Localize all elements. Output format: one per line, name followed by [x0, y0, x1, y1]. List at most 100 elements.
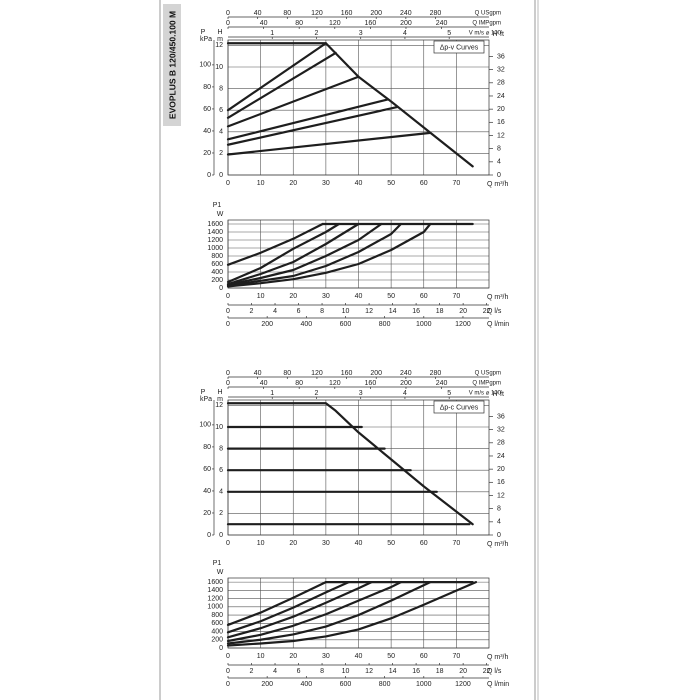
y-tick-label: 1600: [207, 579, 223, 586]
y3-axis-label: P: [201, 29, 206, 36]
x-tick-label: 40: [355, 540, 363, 547]
y2-tick-label: 20: [497, 106, 505, 113]
plot-frame: [227, 39, 490, 176]
y2-tick-label: 32: [497, 426, 505, 433]
y2-tick-label: 36: [497, 413, 505, 420]
curve: [226, 581, 327, 627]
top-axis-tick-label: 160: [365, 20, 377, 27]
top-axis-tick-label: 240: [400, 10, 412, 17]
y2-axis-label: H: [492, 391, 497, 398]
top-axis-tick-label: 4: [403, 390, 407, 397]
x-tick-label: 30: [322, 293, 330, 300]
bottom-axis-tick-label: 1000: [416, 681, 432, 688]
y2-axis-unit: ft: [500, 391, 504, 398]
y3-tick-label: 20: [203, 150, 211, 157]
y-tick-label: 200: [211, 637, 223, 644]
top-axis-tick-label: 160: [341, 10, 353, 17]
x-tick-label: 10: [257, 540, 265, 547]
curve: [226, 131, 432, 156]
x-tick-label: 60: [420, 180, 428, 187]
y2-tick-label: 24: [497, 453, 505, 460]
y2-tick-label: 20: [497, 466, 505, 473]
top-axis-tick-label: 40: [254, 10, 262, 17]
y3-tick-label: 40: [203, 128, 211, 135]
y-axis-unit: W: [217, 211, 224, 218]
y-tick-label: 4: [219, 129, 223, 136]
y-tick-label: 8: [219, 445, 223, 452]
top-axis-tick-label: 2: [315, 30, 319, 37]
legend-box: [433, 400, 485, 414]
curve: [226, 222, 432, 288]
x-tick-label: 40: [355, 653, 363, 660]
y2-tick-label: 24: [497, 93, 505, 100]
top-axis-label: Q USgpm: [475, 371, 501, 377]
bottom-axis-label: Q l/s: [487, 668, 502, 675]
y-tick-label: 6: [219, 467, 223, 474]
top-axis-tick-label: 40: [260, 20, 268, 27]
bottom-axis-tick-label: 18: [436, 668, 444, 675]
curve: [226, 581, 432, 645]
y-tick-label: 600: [211, 620, 223, 627]
bottom-axis-tick-label: 8: [320, 308, 324, 315]
y3-tick-label: 0: [207, 532, 211, 539]
bottom-axis-tick-label: 20: [459, 668, 467, 675]
y2-tick-label: 8: [497, 506, 501, 513]
curve: [226, 75, 360, 128]
bottom-axis-tick-label: 2: [250, 308, 254, 315]
y-axis-unit: W: [217, 569, 224, 576]
y-axis-label: H: [217, 389, 222, 396]
bottom-axis-tick-label: 6: [297, 668, 301, 675]
bottom-axis-tick-label: 18: [436, 308, 444, 315]
x-tick-label: 20: [289, 293, 297, 300]
x-tick-label: 70: [452, 180, 460, 187]
curve: [226, 581, 478, 647]
bottom-axis-tick-label: 20: [459, 308, 467, 315]
bottom-axis-tick-label: 4: [273, 308, 277, 315]
top-axis-tick-label: 80: [283, 370, 291, 377]
y-tick-label: 6: [219, 107, 223, 114]
y2-axis-label: H: [492, 31, 497, 38]
y2-tick-label: 4: [497, 159, 501, 166]
top-axis-tick-label: 2: [315, 390, 319, 397]
bottom-axis-tick-label: 0: [226, 681, 230, 688]
y-axis-unit: m: [217, 36, 223, 43]
x-tick-label: 20: [289, 653, 297, 660]
top-axis-tick-label: 120: [311, 10, 323, 17]
top-axis-tick-label: 5: [447, 390, 451, 397]
bottom-axis-tick-label: 400: [300, 681, 312, 688]
y-tick-label: 400: [211, 269, 223, 276]
y-axis-label: P1: [213, 202, 222, 209]
y2-tick-label: 36: [497, 53, 505, 60]
top-axis-tick-label: 80: [295, 380, 303, 387]
x-axis-label: Q m³/h: [487, 541, 508, 548]
bottom-axis-tick-label: 800: [379, 321, 391, 328]
x-axis-label: Q m³/h: [487, 654, 508, 661]
top-axis-label: Q USgpm: [475, 11, 501, 17]
top-axis-tick-label: 280: [430, 10, 442, 17]
bottom-axis-tick-label: 600: [340, 321, 352, 328]
y-tick-label: 1600: [207, 221, 223, 228]
y-tick-label: 600: [211, 261, 223, 268]
top-axis-tick-label: 240: [400, 370, 412, 377]
y-axis-label: P1: [213, 560, 222, 567]
top-axis-tick-label: 0: [226, 380, 230, 387]
top-axis-tick-label: 240: [436, 20, 448, 27]
top-axis-tick-label: 120: [329, 20, 341, 27]
y-tick-label: 10: [215, 64, 223, 71]
bottom-axis-label: Q l/s: [487, 308, 502, 315]
top-axis-tick-label: 200: [400, 20, 412, 27]
curve: [226, 222, 324, 266]
bottom-axis-tick-label: 0: [226, 321, 230, 328]
plot-frame: [227, 219, 490, 289]
bottom-axis-tick-label: 10: [342, 668, 350, 675]
y-tick-label: 1000: [207, 245, 223, 252]
bottom-axis-label: Q l/min: [487, 321, 509, 328]
bottom-axis-tick-label: 22: [483, 308, 491, 315]
top-axis-label: Q IMPgpm: [472, 21, 501, 27]
y-tick-label: 0: [219, 285, 223, 292]
top-axis-tick-label: 280: [430, 370, 442, 377]
top-axis-tick-label: 200: [370, 10, 382, 17]
bottom-axis-tick-label: 1200: [455, 681, 471, 688]
